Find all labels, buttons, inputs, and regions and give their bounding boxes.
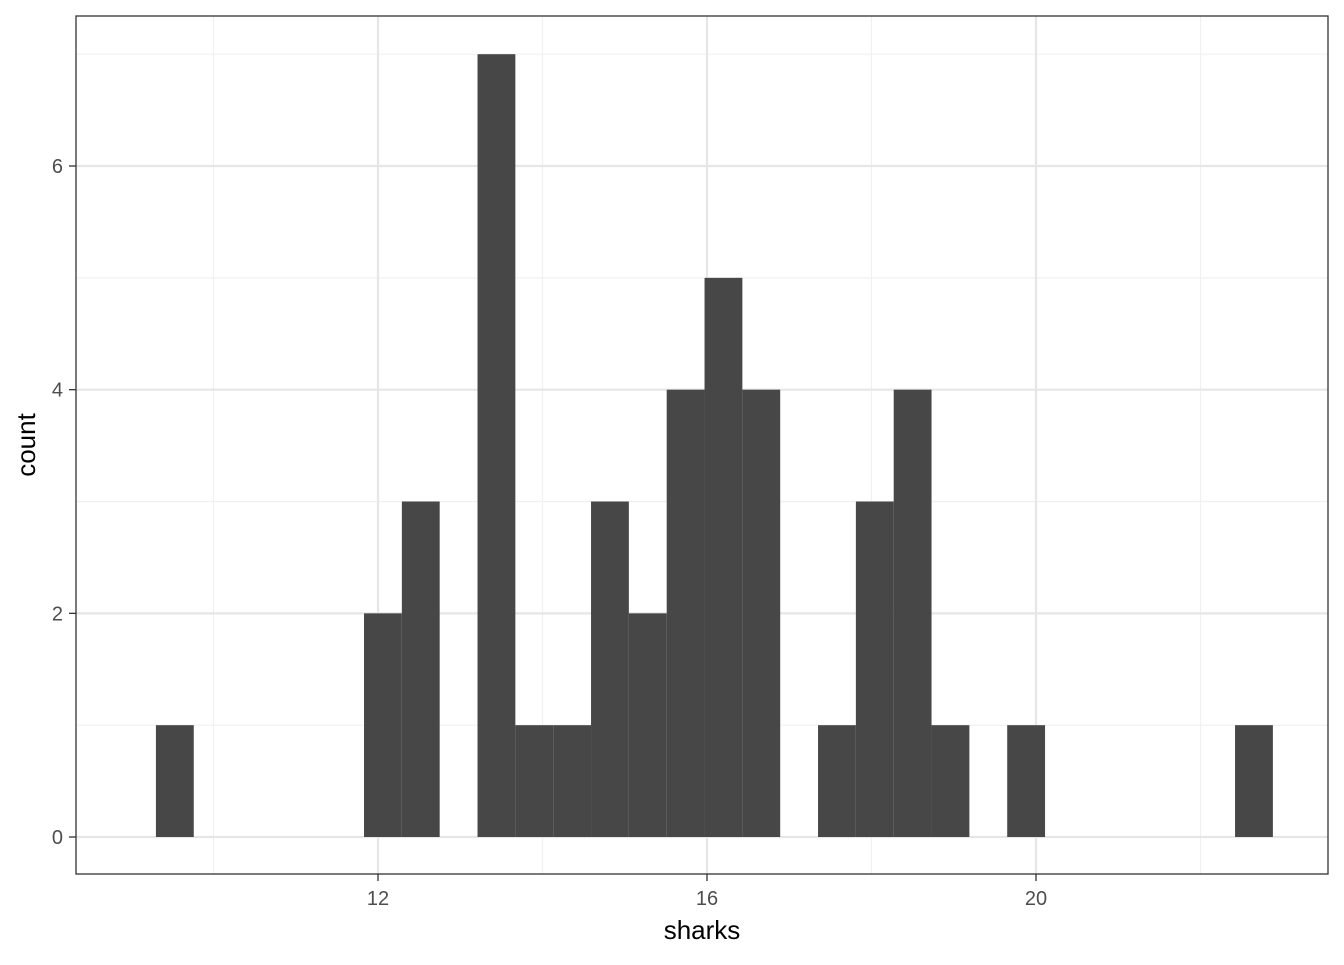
histogram-bar (155, 725, 194, 837)
histogram-bar (1235, 725, 1273, 837)
histogram-bar (818, 725, 856, 837)
histogram-bar (855, 501, 894, 837)
histogram-bars (155, 54, 1273, 838)
histogram-bar (515, 725, 554, 837)
x-axis-ticks: 12 16 20 (367, 874, 1047, 910)
histogram-bar (401, 501, 440, 837)
y-tick-label: 6 (52, 156, 63, 178)
x-tick-label: 20 (1025, 888, 1047, 910)
histogram-bar (628, 613, 667, 837)
y-tick-label: 2 (52, 603, 63, 625)
histogram-bar (1007, 725, 1046, 837)
x-tick-label: 16 (696, 888, 718, 910)
histogram-bar (704, 277, 743, 838)
y-axis-ticks: 0 2 4 6 (52, 156, 76, 849)
y-tick-label: 0 (52, 827, 63, 849)
histogram-bar (591, 501, 629, 837)
histogram-bar (364, 613, 402, 837)
y-axis-title: count (11, 412, 41, 476)
histogram-bar (893, 389, 932, 837)
x-tick-label: 12 (367, 888, 389, 910)
histogram-bar (666, 389, 705, 837)
histogram-bar (553, 725, 592, 837)
histogram-bar (742, 389, 781, 837)
x-axis-title: sharks (664, 915, 741, 945)
y-tick-label: 4 (52, 380, 63, 402)
histogram-bar (477, 54, 516, 837)
panel-border (75, 15, 1329, 875)
histogram-bar (931, 725, 970, 837)
